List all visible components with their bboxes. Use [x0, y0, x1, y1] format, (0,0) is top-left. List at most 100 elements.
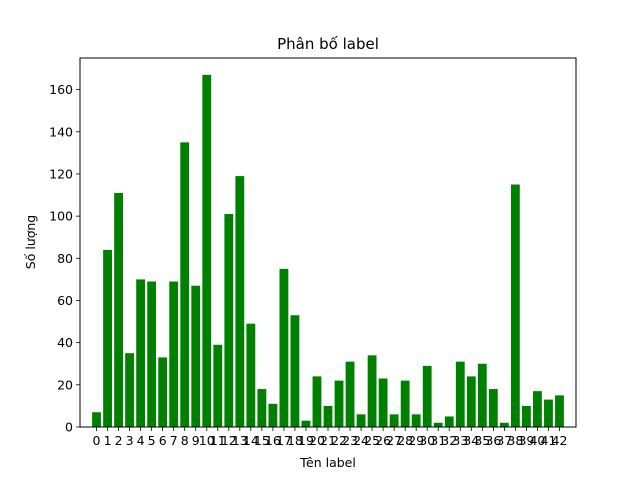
x-tick-label: 5	[148, 433, 156, 448]
bar-2	[114, 192, 123, 427]
bar-22	[334, 380, 344, 427]
x-tick-label: 31	[430, 433, 446, 448]
x-tick-label: 34	[463, 433, 479, 448]
plot-frame	[79, 57, 577, 428]
bar-33	[455, 361, 465, 427]
bar-18	[290, 315, 300, 427]
bar-8	[180, 142, 190, 427]
x-tick-label: 22	[331, 433, 347, 448]
bar-12	[224, 214, 234, 427]
x-tick-label: 17	[276, 433, 292, 448]
y-tick-label: 0	[65, 420, 73, 435]
x-tick-label: 21	[320, 433, 336, 448]
bar-23	[345, 361, 355, 427]
x-tick-label: 10	[199, 433, 215, 448]
bar-29	[411, 414, 421, 427]
bar-4	[136, 279, 146, 427]
x-tick-label: 11	[210, 433, 226, 448]
bar-20	[312, 376, 322, 427]
x-tick-label: 39	[518, 433, 534, 448]
x-tick-label: 2	[115, 433, 123, 448]
bar-32	[444, 416, 454, 427]
bar-21	[323, 405, 333, 427]
y-tick-label: 20	[57, 377, 73, 392]
x-tick-label: 4	[137, 433, 145, 448]
bar-39	[521, 405, 531, 427]
bar-14	[246, 323, 256, 427]
bar-0	[92, 412, 101, 427]
x-tick-label: 16	[265, 433, 281, 448]
bar-1	[103, 249, 112, 427]
x-tick-label: 42	[552, 433, 568, 448]
y-axis-label: Số lượng	[23, 215, 38, 269]
bar-13	[235, 176, 245, 427]
bar-40	[533, 391, 542, 427]
bar-10	[202, 74, 212, 428]
bar-30	[422, 365, 432, 427]
x-tick-label: 12	[221, 433, 237, 448]
x-axis-ticks: 0 1 2 3 4 5 6 7 8 9 101112131415161718192021222324…	[93, 427, 568, 448]
x-tick-label: 0	[93, 433, 101, 448]
y-tick-label: 40	[57, 335, 73, 350]
x-tick-label: 15	[254, 433, 270, 448]
bar-36	[488, 389, 498, 427]
bar-25	[367, 355, 377, 427]
x-tick-label: 37	[496, 433, 512, 448]
x-tick-label: 33	[452, 433, 468, 448]
x-tick-label: 18	[287, 433, 303, 448]
bar-31	[433, 422, 443, 427]
x-tick-label: 6	[159, 433, 167, 448]
y-tick-label: 60	[57, 293, 73, 308]
bar-41	[544, 399, 553, 427]
x-tick-label: 28	[397, 433, 413, 448]
bar-35	[477, 363, 487, 427]
bar-5	[147, 281, 157, 427]
x-tick-label: 7	[170, 433, 178, 448]
bar-16	[268, 403, 278, 427]
bar-7	[169, 281, 179, 427]
bar-34	[466, 376, 476, 427]
bar-19	[301, 420, 311, 427]
x-tick-label: 32	[441, 433, 457, 448]
x-tick-label: 13	[232, 433, 248, 448]
x-tick-label: 24	[353, 433, 369, 448]
x-tick-label: 38	[507, 433, 523, 448]
bar-11	[213, 344, 223, 427]
bar-26	[378, 378, 388, 427]
bar-28	[400, 380, 410, 427]
bar-6	[158, 357, 168, 427]
bar-15	[257, 389, 267, 427]
x-tick-label: 40	[529, 433, 545, 448]
x-tick-label: 9	[192, 433, 200, 448]
y-tick-label: 100	[49, 209, 73, 224]
x-tick-label: 14	[243, 433, 259, 448]
x-tick-label: 23	[342, 433, 358, 448]
x-tick-label: 20	[309, 433, 325, 448]
bar-17	[279, 268, 289, 427]
bar-42	[555, 395, 564, 427]
y-tick-label: 80	[57, 251, 73, 266]
x-tick-label: 1	[104, 433, 112, 448]
bar-27	[389, 414, 399, 427]
x-axis-label: Tên label	[299, 455, 356, 470]
x-tick-label: 30	[419, 433, 435, 448]
x-tick-label: 3	[126, 433, 134, 448]
x-tick-label: 35	[474, 433, 490, 448]
bar-24	[356, 414, 366, 427]
x-tick-label: 25	[364, 433, 380, 448]
y-axis-ticks: 0 20 40 60 80 100 120 140 160	[49, 82, 80, 435]
bar-9	[191, 285, 201, 427]
y-tick-label: 160	[49, 82, 73, 97]
x-tick-label: 29	[408, 433, 424, 448]
bar-37	[499, 422, 509, 427]
x-tick-label: 36	[485, 433, 501, 448]
bar-3	[125, 353, 135, 427]
x-tick-label: 19	[298, 433, 314, 448]
x-tick-label: 26	[375, 433, 391, 448]
x-tick-label: 8	[181, 433, 189, 448]
y-tick-label: 140	[49, 124, 73, 139]
x-tick-label: 41	[540, 433, 556, 448]
bars-group	[92, 74, 564, 428]
x-tick-label: 27	[386, 433, 402, 448]
